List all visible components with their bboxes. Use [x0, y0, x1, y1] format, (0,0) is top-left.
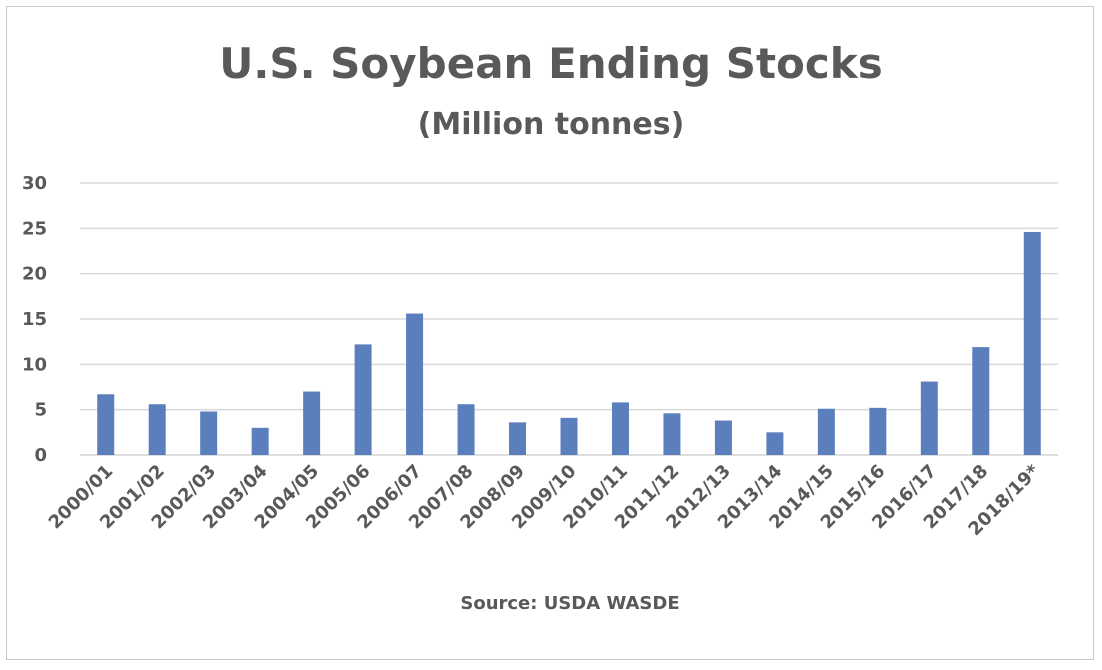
bar	[869, 407, 887, 455]
bar	[714, 420, 732, 455]
bar	[972, 347, 990, 455]
chart-frame	[6, 6, 1094, 660]
bar	[457, 404, 475, 455]
bar	[509, 422, 527, 455]
source-label: Source: USDA WASDE	[460, 593, 679, 614]
bar	[817, 408, 835, 455]
bar	[1023, 231, 1041, 455]
y-tick-label: 5	[34, 400, 47, 421]
gridlines	[80, 182, 1058, 456]
bar	[663, 413, 681, 455]
bars	[97, 231, 1041, 455]
bar	[354, 344, 372, 455]
y-tick-label: 15	[22, 309, 47, 330]
bar	[766, 432, 784, 455]
y-tick-label: 25	[22, 218, 47, 239]
y-tick-label: 20	[22, 264, 47, 285]
bar	[920, 381, 938, 455]
bar	[200, 411, 218, 455]
y-tick-label: 10	[22, 354, 47, 375]
y-axis-ticks: 0 5 10 15 20 25 30	[22, 173, 47, 466]
bar	[251, 427, 269, 455]
bar	[97, 394, 115, 455]
bar	[303, 391, 321, 455]
chart-title: U.S. Soybean Ending Stocks	[219, 39, 882, 88]
chart-subtitle: (Million tonnes)	[418, 107, 685, 142]
x-axis-ticks: 2000/012001/022002/032003/042004/052005/…	[45, 460, 1045, 540]
y-tick-label: 30	[22, 173, 47, 194]
y-tick-label: 0	[34, 445, 47, 466]
bar	[406, 313, 424, 455]
bar	[560, 417, 578, 455]
bar	[611, 402, 629, 455]
bar	[148, 404, 166, 455]
